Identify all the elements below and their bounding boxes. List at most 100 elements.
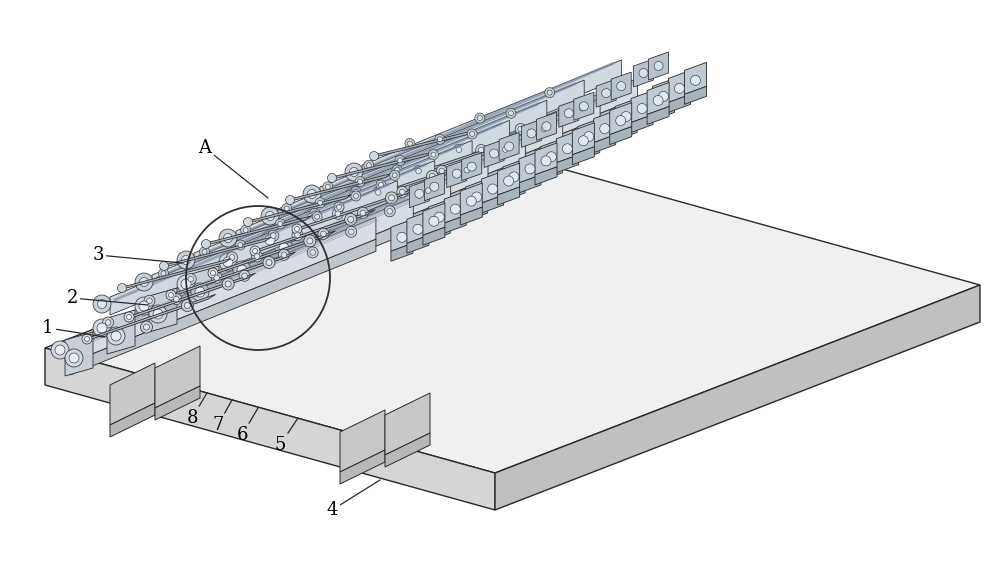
Circle shape	[542, 122, 551, 131]
Circle shape	[360, 210, 366, 216]
Polygon shape	[652, 102, 674, 120]
Circle shape	[580, 106, 585, 111]
Circle shape	[538, 123, 549, 134]
Circle shape	[135, 273, 153, 291]
Circle shape	[219, 229, 237, 247]
Circle shape	[394, 168, 400, 173]
Polygon shape	[238, 159, 525, 287]
Circle shape	[310, 250, 315, 255]
Circle shape	[243, 228, 248, 233]
Circle shape	[174, 296, 179, 302]
Circle shape	[353, 189, 359, 195]
Circle shape	[317, 217, 335, 235]
Circle shape	[348, 216, 354, 223]
Polygon shape	[278, 100, 547, 227]
Circle shape	[428, 150, 438, 160]
Polygon shape	[521, 119, 541, 147]
Polygon shape	[460, 207, 482, 225]
Circle shape	[219, 253, 237, 271]
Circle shape	[345, 163, 363, 181]
Circle shape	[303, 209, 321, 227]
Polygon shape	[610, 103, 632, 134]
Polygon shape	[498, 163, 520, 195]
Polygon shape	[649, 52, 669, 80]
Circle shape	[416, 168, 421, 174]
Circle shape	[93, 295, 111, 313]
Circle shape	[350, 167, 358, 176]
Circle shape	[364, 160, 374, 170]
Polygon shape	[335, 167, 455, 210]
Circle shape	[541, 156, 551, 166]
Polygon shape	[536, 112, 556, 140]
Polygon shape	[484, 140, 504, 167]
Circle shape	[278, 221, 283, 227]
Circle shape	[82, 334, 92, 344]
Polygon shape	[191, 266, 219, 310]
Circle shape	[242, 273, 247, 279]
Text: 7: 7	[212, 400, 232, 434]
Polygon shape	[280, 118, 563, 253]
Circle shape	[266, 259, 272, 266]
Polygon shape	[631, 115, 653, 133]
Circle shape	[153, 309, 163, 319]
Circle shape	[621, 111, 631, 121]
Circle shape	[312, 211, 317, 217]
Polygon shape	[110, 363, 155, 425]
Circle shape	[211, 272, 222, 283]
Circle shape	[241, 225, 251, 235]
Circle shape	[413, 166, 424, 177]
Circle shape	[265, 235, 275, 245]
Circle shape	[478, 147, 484, 153]
Circle shape	[500, 144, 511, 155]
Polygon shape	[340, 410, 385, 472]
Polygon shape	[578, 119, 600, 151]
Circle shape	[271, 233, 276, 238]
Polygon shape	[519, 151, 541, 183]
Polygon shape	[196, 158, 488, 297]
Polygon shape	[503, 159, 525, 191]
Circle shape	[93, 319, 111, 337]
Circle shape	[336, 205, 342, 210]
Polygon shape	[275, 222, 303, 266]
Circle shape	[268, 230, 279, 241]
Circle shape	[55, 345, 65, 355]
Circle shape	[562, 144, 572, 154]
Polygon shape	[251, 210, 375, 254]
Circle shape	[184, 302, 190, 308]
Circle shape	[279, 243, 289, 253]
Polygon shape	[559, 99, 579, 127]
Circle shape	[200, 247, 210, 257]
Circle shape	[144, 295, 155, 306]
Polygon shape	[329, 152, 432, 180]
Circle shape	[224, 233, 232, 242]
Circle shape	[452, 169, 461, 178]
Polygon shape	[540, 139, 562, 171]
Circle shape	[509, 172, 519, 182]
Circle shape	[111, 331, 121, 341]
Circle shape	[395, 155, 405, 166]
Circle shape	[177, 251, 195, 269]
Circle shape	[233, 261, 251, 279]
Circle shape	[429, 173, 435, 179]
Circle shape	[353, 194, 358, 198]
Circle shape	[158, 268, 168, 279]
Polygon shape	[540, 163, 562, 181]
Circle shape	[195, 287, 205, 297]
Polygon shape	[594, 111, 616, 142]
Circle shape	[312, 212, 322, 221]
Circle shape	[222, 278, 234, 290]
Circle shape	[505, 142, 514, 151]
Polygon shape	[466, 203, 488, 221]
Text: A: A	[198, 139, 268, 198]
Circle shape	[407, 141, 412, 146]
Polygon shape	[322, 119, 600, 243]
Circle shape	[384, 206, 395, 217]
Circle shape	[65, 349, 83, 367]
Circle shape	[400, 189, 405, 195]
Circle shape	[181, 279, 191, 289]
Polygon shape	[615, 123, 637, 141]
Circle shape	[140, 277, 148, 286]
Circle shape	[355, 177, 365, 186]
Polygon shape	[407, 211, 429, 244]
Polygon shape	[112, 197, 413, 341]
